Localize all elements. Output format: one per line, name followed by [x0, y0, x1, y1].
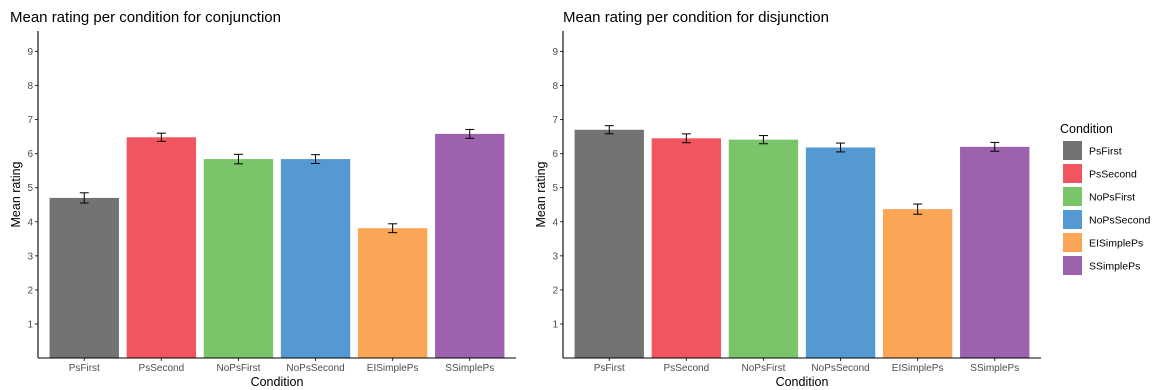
legend-label-psfirst: PsFirst [1089, 146, 1122, 158]
legend-label-nopsfirst: NoPsFirst [1089, 192, 1135, 204]
panel1-x-tick-psfirst: PsFirst [69, 363, 100, 374]
panel2-x-tick-psfirst: PsFirst [594, 363, 625, 374]
legend-label-nopssecond: NoPsSecond [1089, 215, 1150, 227]
legend-label-pssecond: PsSecond [1089, 169, 1137, 181]
panel1-y-tick-2: 2 [27, 285, 33, 296]
panel1-y-tick-7: 7 [27, 115, 33, 126]
legend-title: Condition [1060, 122, 1113, 136]
panel1-bar-nopsfirst [203, 159, 274, 358]
panel1-y-tick-1: 1 [27, 319, 33, 330]
legend-swatch-nopsfirst [1063, 187, 1082, 206]
panel2-x-tick-ssimpleps: SSimplePs [970, 363, 1019, 374]
legend-label-ssimpleps: SSimplePs [1089, 261, 1140, 273]
panel1-y-axis-label: Mean rating [9, 161, 23, 227]
panel2-y-tick-6: 6 [552, 149, 558, 160]
panel2-y-tick-7: 7 [552, 115, 558, 126]
panel1-y-tick-9: 9 [27, 47, 33, 58]
panel2-x-tick-nopsfirst: NoPsFirst [741, 363, 785, 374]
legend-swatch-eisimpleps [1063, 233, 1082, 252]
legend-label-eisimpleps: EISimplePs [1089, 238, 1143, 250]
panel1-x-tick-nopssecond: NoPsSecond [286, 363, 344, 374]
legend-swatch-nopssecond [1063, 210, 1082, 229]
panel1-x-tick-ssimpleps: SSimplePs [445, 363, 494, 374]
panel2-x-tick-pssecond: PsSecond [664, 363, 710, 374]
panel2-bar-nopsfirst [728, 139, 799, 358]
panel2-y-tick-9: 9 [552, 47, 558, 58]
panel1-y-tick-5: 5 [27, 183, 33, 194]
panel2-y-tick-8: 8 [552, 81, 558, 92]
panel1-y-tick-6: 6 [27, 149, 33, 160]
panel1-bar-eisimpleps [357, 228, 428, 358]
panel2-y-tick-4: 4 [552, 217, 558, 228]
panel1-x-tick-nopsfirst: NoPsFirst [216, 363, 260, 374]
legend-swatch-psfirst [1063, 141, 1082, 160]
panel1-y-tick-8: 8 [27, 81, 33, 92]
panel2-x-tick-eisimpleps: EISimplePs [892, 363, 944, 374]
panel2-x-axis-label: Condition [776, 375, 829, 389]
panel1-bar-nopssecond [280, 159, 351, 358]
legend-swatch-ssimpleps [1063, 256, 1082, 275]
panel2-y-tick-5: 5 [552, 183, 558, 194]
panel1-x-tick-pssecond: PsSecond [139, 363, 185, 374]
panel2-x-tick-nopssecond: NoPsSecond [811, 363, 869, 374]
panel1-bar-pssecond [126, 137, 197, 358]
panel2-y-tick-1: 1 [552, 319, 558, 330]
panel1-bar-psfirst [49, 197, 119, 358]
panel2-y-tick-3: 3 [552, 251, 558, 262]
legend-swatch-pssecond [1063, 164, 1082, 183]
panel1-y-tick-4: 4 [27, 217, 33, 228]
panel1-title: Mean rating per condition for conjunctio… [10, 9, 281, 26]
panel1-y-tick-3: 3 [27, 251, 33, 262]
panel1-bar-ssimpleps [435, 133, 505, 358]
panel2-y-tick-2: 2 [552, 285, 558, 296]
panel2-bar-psfirst [574, 129, 644, 358]
panel2-title: Mean rating per condition for disjunctio… [563, 9, 829, 26]
panel2-bar-eisimpleps [882, 209, 953, 358]
panel2-bar-pssecond [651, 138, 722, 358]
panel1-x-axis-label: Condition [251, 375, 304, 389]
panel2-bar-ssimpleps [960, 146, 1030, 358]
panel2-y-axis-label: Mean rating [534, 161, 548, 227]
panel1-x-tick-eisimpleps: EISimplePs [367, 363, 419, 374]
panel2-bar-nopssecond [805, 147, 876, 358]
